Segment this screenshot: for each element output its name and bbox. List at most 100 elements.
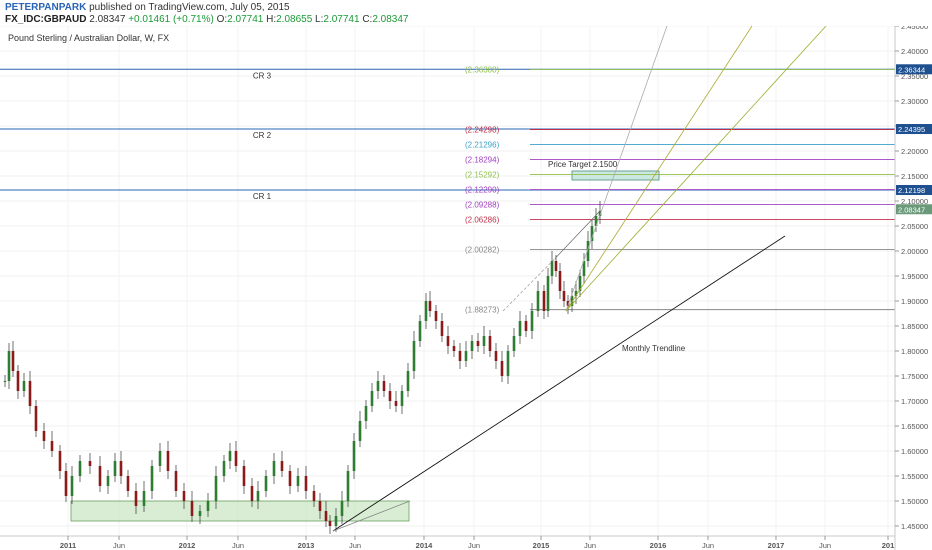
trendline-support: [332, 500, 411, 532]
candle-body: [234, 451, 238, 466]
fib-level-label: (2.09288): [465, 201, 500, 210]
fib-level-label: (2.15292): [465, 171, 500, 180]
symbol-name: FX_IDC:GBPAUD: [5, 14, 87, 25]
publish-info: PETERPANPARK published on TradingView.co…: [5, 2, 290, 13]
fib-level-label: (2.12290): [465, 186, 500, 195]
fib-level-label: (2.00282): [465, 246, 500, 255]
candle-body: [70, 476, 74, 496]
candle-body: [166, 451, 170, 471]
candle-body: [250, 486, 254, 501]
candle-body: [106, 476, 110, 486]
x-tick-label: 2013: [298, 541, 315, 550]
y-tick-label: 2.30000: [901, 97, 928, 106]
current-price-badge-text: 2.08347: [898, 205, 925, 214]
symbol-quote: FX_IDC:GBPAUD 2.08347 +0.01461 (+0.71%) …: [5, 14, 408, 25]
y-tick-label: 2.45000: [901, 26, 928, 31]
candle-body: [464, 351, 468, 361]
candle-body: [406, 371, 410, 391]
candle-body: [318, 501, 322, 511]
candle-body: [328, 521, 332, 526]
candle-body: [64, 471, 68, 496]
candle-body: [412, 341, 416, 371]
price-axis[interactable]: 1.45000 1.50000 1.55000 1.60000 1.65000 1.700…: [895, 26, 932, 531]
y-tick-label: 2.20000: [901, 147, 928, 156]
y-tick-label: 2.15000: [901, 172, 928, 181]
candle-body: [428, 301, 432, 311]
y-tick-label: 1.85000: [901, 322, 928, 331]
drawings: [332, 26, 827, 532]
candle-body: [562, 291, 566, 301]
y-tick-label: 2.40000: [901, 47, 928, 56]
fib-level-label: (2.06286): [465, 216, 500, 225]
x-tick-label: 2015: [533, 541, 550, 550]
last-price: 2.08347: [89, 14, 126, 25]
fib-level-label: (2.36308): [465, 65, 500, 74]
candle-body: [542, 291, 546, 311]
cr-level-label: CR 2: [253, 131, 272, 140]
plot-area: [0, 26, 895, 536]
candle-body: [352, 441, 356, 471]
x-tick-label: 2011: [60, 541, 76, 550]
candle-body: [446, 336, 450, 346]
candle-body: [22, 381, 26, 391]
x-tick-label: 2016: [650, 541, 667, 550]
low-value: 2.07741: [323, 14, 360, 25]
candle-body: [530, 311, 534, 331]
candle-body: [506, 351, 510, 376]
x-tick-label: Jun: [113, 541, 125, 550]
candle-body: [382, 381, 386, 391]
x-tick-label: Jun: [584, 541, 596, 550]
current-price-badge: [896, 204, 932, 215]
fib-level-label: (2.21296): [465, 141, 500, 150]
y-tick-label: 2.00000: [901, 247, 928, 256]
y-tick-label: 1.80000: [901, 347, 928, 356]
candle-body: [198, 511, 202, 516]
candle-body: [586, 241, 590, 261]
fan-line-gray: [565, 26, 668, 312]
cr-price-badge: [896, 185, 932, 196]
monthly-trendline-label: Monthly Trendline: [622, 344, 686, 353]
y-tick-label: 1.55000: [901, 472, 928, 481]
y-tick-label: 1.75000: [901, 372, 928, 381]
grid: [0, 26, 895, 536]
time-axis[interactable]: 2011 Jun 2012 Jun 2013 Jun 2014 Jun 2015 Jun 2016 J…: [60, 536, 894, 550]
candle-body: [512, 336, 516, 351]
x-tick-label: Jun: [702, 541, 714, 550]
candle-body: [554, 261, 558, 271]
x-tick-label: 201: [882, 541, 895, 550]
candle-body: [578, 276, 582, 291]
candle-body: [440, 321, 444, 336]
x-tick-label: 2014: [416, 541, 434, 550]
x-tick-label: Jun: [819, 541, 831, 550]
candle-body: [590, 226, 594, 241]
candle-body: [470, 341, 474, 351]
candle-body: [264, 476, 268, 491]
candle-body: [452, 346, 456, 351]
cr-price-badge-text: 2.12198: [898, 186, 925, 195]
candle-body: [16, 371, 20, 391]
candle-body: [3, 381, 7, 382]
fib-level-label: (2.18294): [465, 156, 500, 165]
candle-body: [458, 351, 462, 361]
fan-line-olive: [565, 26, 753, 312]
author-name[interactable]: PETERPANPARK: [5, 2, 87, 13]
price-chart[interactable]: Price Target 2.1500 CR 3 CR 2 CR 1 (2.36308)…: [0, 26, 932, 550]
x-tick-label: Jun: [468, 541, 480, 550]
candle-body: [500, 361, 504, 376]
candle-body: [304, 476, 308, 491]
candle-body: [566, 301, 570, 306]
candle-body: [42, 431, 46, 441]
candle-body: [340, 501, 344, 516]
dashed-trendline: [502, 258, 556, 312]
cr-price-badge-text: 2.36344: [898, 65, 925, 74]
candle-body: [7, 351, 11, 381]
candle-body: [113, 461, 117, 476]
zones: [70, 170, 660, 522]
candle-body: [346, 471, 350, 501]
candle-body: [78, 461, 82, 476]
candle-body: [288, 471, 292, 486]
fan-line-lime: [565, 26, 827, 312]
candles: [3, 201, 602, 534]
candle-body: [256, 491, 260, 501]
x-tick-label: Jun: [232, 541, 244, 550]
